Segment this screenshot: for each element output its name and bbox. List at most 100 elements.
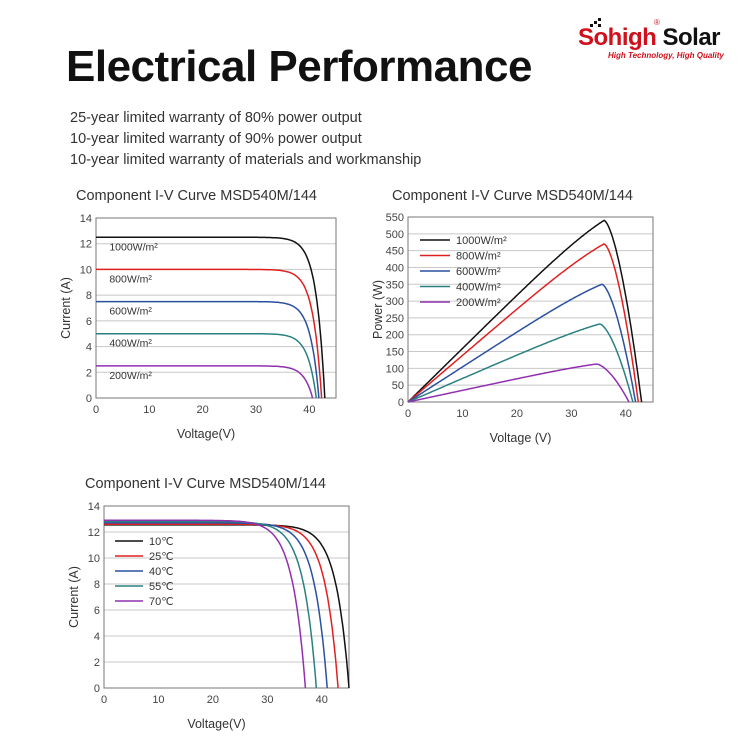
chart-title: Component I-V Curve MSD540M/144	[76, 188, 317, 204]
logo-dots-icon	[590, 18, 601, 27]
legend-label: 1000W/m²	[456, 235, 507, 247]
series-label: 200W/m²	[109, 370, 152, 382]
brand-name-black: Solar	[656, 24, 721, 51]
brand-logo: Sohigh Solar ® High Technology, High Qua…	[578, 18, 738, 66]
legend-label: 70℃	[149, 596, 174, 608]
warranty-item: 25-year limited warranty of 80% power ou…	[70, 110, 362, 126]
y-tick-label: 4	[94, 631, 100, 643]
y-tick-label: 300	[386, 296, 404, 308]
x-tick-label: 20	[207, 694, 219, 706]
series-line	[407, 283, 637, 403]
y-tick-label: 0	[398, 397, 404, 409]
x-tick-label: 10	[143, 404, 155, 416]
x-tick-label: 30	[250, 404, 262, 416]
y-tick-label: 250	[386, 313, 404, 325]
warranty-item: 10-year limited warranty of 90% power ou…	[70, 131, 362, 147]
x-tick-label: 0	[405, 408, 411, 420]
series-label: 400W/m²	[109, 338, 152, 350]
series-line	[104, 519, 307, 689]
y-tick-label: 14	[88, 501, 100, 513]
series-line	[103, 524, 350, 689]
series-line	[96, 236, 326, 399]
series-line	[96, 332, 318, 399]
y-tick-label: 400	[386, 262, 404, 274]
y-tick-label: 6	[94, 605, 100, 617]
series-line	[407, 323, 634, 403]
y-tick-label: 50	[392, 380, 404, 392]
x-axis-label: Voltage (V)	[490, 431, 552, 445]
series-line	[407, 219, 643, 403]
legend-label: 400W/m²	[456, 282, 501, 294]
page-title: Electrical Performance	[66, 42, 532, 91]
warranty-list: 25-year limited warranty of 80% power ou…	[70, 108, 421, 171]
x-tick-label: 20	[197, 404, 209, 416]
y-tick-label: 450	[386, 246, 404, 258]
x-tick-label: 0	[93, 404, 99, 416]
x-tick-label: 20	[511, 408, 523, 420]
series-line	[104, 523, 339, 689]
legend-label: 200W/m²	[456, 297, 501, 309]
y-tick-label: 0	[86, 393, 92, 405]
brand-name: Sohigh Solar	[578, 24, 721, 52]
y-tick-label: 10	[80, 264, 92, 276]
legend-label: 600W/m²	[456, 266, 501, 278]
y-tick-label: 150	[386, 347, 404, 359]
series-line	[104, 522, 328, 689]
iv-curve-irradiance-chart: Component I-V Curve MSD540M/144 0 2 4 6 8 10 12…	[59, 188, 337, 441]
y-axis-label: Current (A)	[67, 566, 81, 628]
series-line	[96, 300, 320, 399]
y-axis-label: Current (A)	[59, 277, 73, 339]
series-line	[407, 363, 630, 403]
warranty-item: 10-year limited warranty of materials an…	[70, 152, 422, 168]
registered-mark: ®	[654, 18, 660, 27]
pv-curve-irradiance-chart: Component I-V Curve MSD540M/144050100150…	[371, 188, 654, 445]
y-tick-label: 8	[86, 290, 92, 302]
y-tick-label: 2	[94, 657, 100, 669]
chart-title: Component I-V Curve MSD540M/144	[85, 476, 326, 492]
legend-label: 40℃	[149, 566, 174, 578]
y-tick-label: 12	[80, 239, 92, 251]
series-line	[96, 268, 323, 399]
legend-label: 25℃	[149, 551, 174, 563]
x-tick-label: 30	[565, 408, 577, 420]
iv-curve-temperature-chart: Component I-V Curve MSD540M/144 0 2 4 6 8 10 12…	[67, 476, 350, 731]
x-tick-label: 30	[261, 694, 273, 706]
y-tick-label: 10	[88, 553, 100, 565]
plot-frame	[407, 216, 654, 403]
x-axis-label: Voltage(V)	[187, 717, 245, 731]
series-label: 800W/m²	[109, 273, 152, 285]
y-tick-label: 8	[94, 579, 100, 591]
y-axis-label: Power (W)	[371, 280, 385, 339]
y-tick-label: 100	[386, 363, 404, 375]
series-line	[96, 365, 314, 399]
x-tick-label: 40	[316, 694, 328, 706]
x-tick-label: 10	[152, 694, 164, 706]
x-axis-label: Voltage(V)	[177, 427, 235, 441]
y-tick-label: 6	[86, 316, 92, 328]
x-tick-label: 40	[303, 404, 315, 416]
legend-label: 10℃	[149, 536, 174, 548]
brand-name-red: Sohigh	[578, 24, 657, 51]
x-tick-label: 10	[456, 408, 468, 420]
y-tick-label: 14	[80, 213, 92, 225]
series-label: 1000W/m²	[109, 241, 158, 253]
series-line	[104, 520, 318, 689]
y-tick-label: 200	[386, 330, 404, 342]
legend-label: 800W/m²	[456, 251, 501, 263]
y-tick-label: 550	[386, 212, 404, 224]
plot-frame	[103, 505, 350, 689]
x-tick-label: 0	[101, 694, 107, 706]
series-line	[407, 243, 640, 403]
legend-label: 55℃	[149, 581, 174, 593]
y-tick-label: 2	[86, 367, 92, 379]
brand-tagline: High Technology, High Quality	[608, 51, 724, 60]
y-tick-label: 12	[88, 527, 100, 539]
chart-title: Component I-V Curve MSD540M/144	[392, 188, 633, 204]
plot-frame	[95, 217, 337, 399]
y-tick-label: 500	[386, 229, 404, 241]
y-tick-label: 350	[386, 279, 404, 291]
series-label: 600W/m²	[109, 306, 152, 318]
x-tick-label: 40	[620, 408, 632, 420]
y-tick-label: 4	[86, 342, 92, 354]
y-tick-label: 0	[94, 683, 100, 695]
